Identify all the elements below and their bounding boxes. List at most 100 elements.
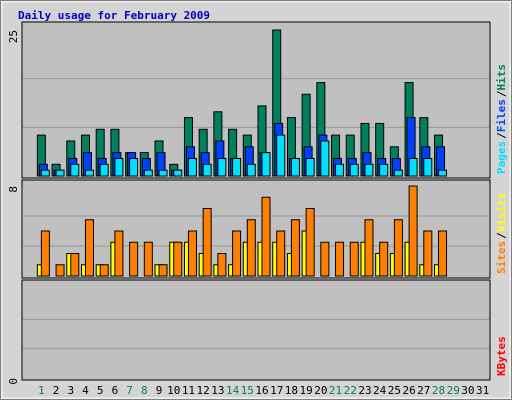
legend-entry: Hits (495, 64, 508, 91)
bar (438, 230, 448, 277)
x-tick-label: 15 (241, 384, 254, 397)
bar (364, 163, 374, 177)
x-tick-label: 13 (211, 384, 224, 397)
bar (40, 169, 50, 177)
bar (423, 230, 433, 277)
x-tick-label: 31 (476, 384, 489, 397)
bar (158, 169, 168, 177)
plot-area (21, 279, 491, 381)
x-tick-label: 23 (358, 384, 371, 397)
bar (70, 163, 80, 177)
bar (408, 185, 418, 277)
bar (349, 241, 359, 277)
bar (114, 157, 124, 177)
bar (55, 169, 65, 177)
legend-entry: Pages (495, 141, 508, 174)
legend: Sites /Visits (495, 193, 508, 275)
bar (129, 241, 139, 277)
x-tick-label: 24 (373, 384, 387, 397)
x-tick-label: 19 (300, 384, 313, 397)
bar (99, 163, 109, 177)
bar (349, 163, 359, 177)
bar (217, 157, 227, 177)
x-tick-label: 4 (82, 384, 89, 397)
bar (217, 253, 227, 277)
x-tick-label: 26 (402, 384, 415, 397)
x-tick-label: 27 (417, 384, 430, 397)
bar (158, 264, 168, 277)
legend-entry: Sites (495, 241, 508, 274)
bar (99, 264, 109, 277)
bar (70, 253, 80, 277)
chart-title: Daily usage for February 2009 (18, 9, 210, 22)
x-tick-label: 9 (156, 384, 163, 397)
bar (129, 157, 139, 177)
y-tick-label: 8 (7, 186, 20, 193)
bar (305, 208, 315, 277)
bar (232, 157, 242, 177)
x-tick-label: 11 (182, 384, 195, 397)
bar (173, 241, 183, 277)
bar (246, 163, 256, 177)
bar (143, 241, 153, 277)
bar (143, 169, 153, 177)
bar (261, 152, 271, 177)
bar (202, 163, 212, 177)
x-tick-label: 14 (226, 384, 240, 397)
bar (40, 230, 50, 277)
bar (276, 134, 286, 177)
x-tick-label: 18 (285, 384, 298, 397)
x-tick-label: 6 (112, 384, 119, 397)
bar (364, 219, 374, 277)
x-tick-label: 22 (344, 384, 357, 397)
bar (261, 196, 271, 277)
x-tick-label: 28 (432, 384, 445, 397)
bar (335, 163, 345, 177)
bar (393, 169, 403, 177)
x-tick-label: 16 (255, 384, 268, 397)
x-tick-label: 30 (461, 384, 474, 397)
bar (84, 219, 94, 277)
bar (55, 264, 65, 277)
x-tick-label: 3 (67, 384, 74, 397)
x-tick-label: 29 (447, 384, 460, 397)
legend-entry: Files (495, 99, 508, 132)
bar (320, 140, 330, 177)
legend: KBytes (495, 336, 508, 376)
bar (423, 157, 433, 177)
y-tick-label: 0 (7, 378, 20, 385)
legend-entry: KBytes (495, 336, 508, 376)
x-tick-label: 17 (270, 384, 283, 397)
bar (379, 163, 389, 177)
bar (84, 169, 94, 177)
bar (187, 157, 197, 177)
bar (187, 230, 197, 277)
bar (305, 157, 315, 177)
bar (114, 230, 124, 277)
bar (290, 157, 300, 177)
legend: Pages/Files/Hits (495, 64, 508, 174)
legend-separator: / (495, 132, 508, 139)
bar (246, 219, 256, 277)
bar (290, 219, 300, 277)
x-tick-label: 5 (97, 384, 104, 397)
legend-separator: / (495, 90, 508, 97)
legend-separator: / (495, 232, 508, 239)
bar (202, 208, 212, 277)
x-tick-label: 20 (314, 384, 327, 397)
bar (276, 230, 286, 277)
x-tick-label: 12 (197, 384, 210, 397)
bar (393, 219, 403, 277)
bar (379, 241, 389, 277)
bar (320, 241, 330, 277)
x-tick-label: 25 (388, 384, 401, 397)
bar (173, 169, 183, 177)
bar (232, 230, 242, 277)
legend-entry: Visits (495, 193, 508, 233)
y-tick-label: 25 (7, 30, 20, 43)
bar (335, 241, 345, 277)
x-tick-label: 1 (38, 384, 45, 397)
bar (438, 169, 448, 177)
